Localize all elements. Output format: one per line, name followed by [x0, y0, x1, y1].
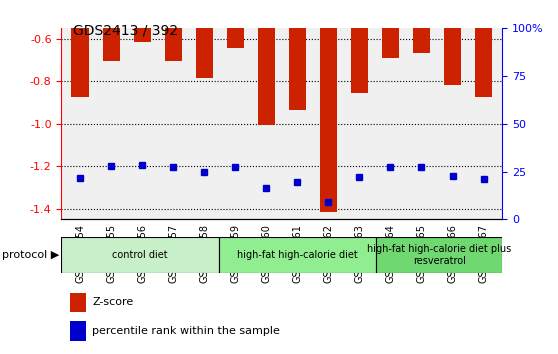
Text: control diet: control diet: [112, 250, 168, 260]
Bar: [258, 28, 275, 125]
Bar: [196, 28, 213, 78]
Bar: [70, 321, 85, 341]
Bar: [289, 28, 306, 110]
Text: GDS2413 / 392: GDS2413 / 392: [73, 23, 177, 37]
Bar: [133, 28, 151, 42]
Bar: [382, 28, 399, 58]
Bar: [219, 237, 376, 273]
Bar: [71, 28, 89, 97]
Bar: [444, 28, 461, 85]
Bar: [227, 28, 244, 48]
Text: protocol ▶: protocol ▶: [2, 250, 59, 260]
Text: high-fat high-calorie diet: high-fat high-calorie diet: [237, 250, 358, 260]
Text: Z-score: Z-score: [92, 297, 133, 307]
Bar: [320, 28, 337, 212]
Bar: [103, 28, 119, 61]
Bar: [61, 237, 219, 273]
Bar: [413, 28, 430, 53]
Bar: [165, 28, 182, 61]
Text: high-fat high-calorie diet plus
resveratrol: high-fat high-calorie diet plus resverat…: [367, 244, 511, 266]
Text: percentile rank within the sample: percentile rank within the sample: [92, 326, 280, 336]
Bar: [475, 28, 492, 97]
Bar: [376, 237, 502, 273]
Bar: [70, 293, 85, 312]
Bar: [351, 28, 368, 93]
